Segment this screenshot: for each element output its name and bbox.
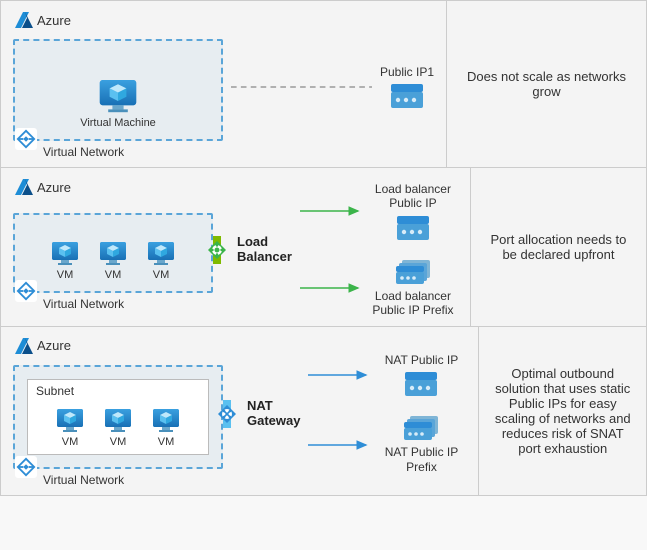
row2-desc: Port allocation needs to be declared upf… <box>470 168 646 326</box>
azure-logo: Azure <box>15 11 71 29</box>
nat-gateway: NAT Gateway <box>213 399 300 429</box>
public-ip-label: Public IP1 <box>380 65 434 79</box>
vm-label: VM <box>158 436 175 448</box>
vm-item: VM <box>151 404 181 448</box>
vnet-badge <box>15 128 37 150</box>
azure-logo: Azure <box>15 337 71 355</box>
vnet-icon <box>16 281 36 301</box>
lb-public-ip-target: Load balancer Public IP <box>300 182 458 241</box>
ip-prefix-icon <box>403 415 439 441</box>
diagram-container: Azure Virtual Machine Virtual Network <box>0 0 647 496</box>
nat-gateway-label: NAT Gateway <box>247 399 300 429</box>
vm-item: VM <box>50 237 80 281</box>
vm-icon <box>151 404 181 434</box>
vm-item: VM <box>103 404 133 448</box>
load-balancer-icon <box>203 236 231 264</box>
dashed-connector <box>231 82 372 92</box>
azure-label: Azure <box>37 180 71 195</box>
vm-item: VM <box>98 237 128 281</box>
azure-logo: Azure <box>15 178 71 196</box>
load-balancer: Load Balancer <box>203 235 292 265</box>
vm-item: VM <box>146 237 176 281</box>
vnet-icon <box>16 457 36 477</box>
azure-icon <box>15 178 33 196</box>
subnet-box: Subnet VM VM VM <box>27 379 209 455</box>
arrow <box>308 440 368 450</box>
row1-desc: Does not scale as networks grow <box>446 1 646 167</box>
nat-prefix-label: NAT Public IP Prefix <box>376 445 466 474</box>
vnet-icon <box>16 129 36 149</box>
arrow <box>308 370 368 380</box>
nat-ip-prefix-target: NAT Public IP Prefix <box>308 415 466 474</box>
vnet-box: Subnet VM VM VM Virtual Network <box>13 365 223 469</box>
vm-icon <box>97 73 139 115</box>
lb-ip-label: Load balancer Public IP <box>368 182 458 211</box>
vm-icon <box>98 237 128 267</box>
arrow <box>300 283 360 293</box>
vm-label: VM <box>153 269 170 281</box>
azure-label: Azure <box>37 338 71 353</box>
lb-ip-prefix-target: Load balancer Public IP Prefix <box>300 259 458 318</box>
vm-label: Virtual Machine <box>80 117 156 129</box>
ip-prefix-icon <box>395 259 431 285</box>
azure-icon <box>15 337 33 355</box>
row3-diagram: Azure Subnet VM VM VM V <box>1 327 478 495</box>
vnet-box: Virtual Machine Virtual Network <box>13 39 223 141</box>
vm-icon <box>146 237 176 267</box>
row3-desc: Optimal outbound solution that uses stat… <box>478 327 646 495</box>
public-ip-icon <box>396 215 430 241</box>
vm-icon <box>103 404 133 434</box>
row-load-balancer: Azure VM VM VM Virtual Network <box>1 168 646 327</box>
vnet-badge <box>15 456 37 478</box>
nat-ip-label: NAT Public IP <box>376 353 466 367</box>
vm-label: VM <box>57 269 74 281</box>
public-ip-icon <box>390 83 424 109</box>
vm-icon <box>55 404 85 434</box>
vm-label: VM <box>62 436 79 448</box>
public-ip-target: Public IP1 <box>380 65 434 109</box>
arrow <box>300 206 360 216</box>
load-balancer-label: Load Balancer <box>237 235 292 265</box>
vm-item: VM <box>55 404 85 448</box>
vnet-label: Virtual Network <box>43 145 124 159</box>
row2-diagram: Azure VM VM VM Virtual Network <box>1 168 470 326</box>
subnet-label: Subnet <box>36 384 74 398</box>
vm-label: VM <box>105 269 122 281</box>
azure-icon <box>15 11 33 29</box>
vnet-label: Virtual Network <box>43 473 124 487</box>
lb-prefix-label: Load balancer Public IP Prefix <box>368 289 458 318</box>
public-ip-icon <box>404 371 438 397</box>
vnet-badge <box>15 280 37 302</box>
row-single-vm: Azure Virtual Machine Virtual Network <box>1 1 646 168</box>
nat-gateway-icon <box>213 400 241 428</box>
vm-item: Virtual Machine <box>80 73 156 129</box>
vm-icon <box>50 237 80 267</box>
row1-diagram: Azure Virtual Machine Virtual Network <box>1 1 446 167</box>
vnet-label: Virtual Network <box>43 297 124 311</box>
vnet-box: VM VM VM Virtual Network <box>13 213 213 293</box>
row-nat-gateway: Azure Subnet VM VM VM V <box>1 327 646 495</box>
vm-label: VM <box>110 436 127 448</box>
nat-public-ip-target: NAT Public IP <box>308 353 466 397</box>
azure-label: Azure <box>37 13 71 28</box>
